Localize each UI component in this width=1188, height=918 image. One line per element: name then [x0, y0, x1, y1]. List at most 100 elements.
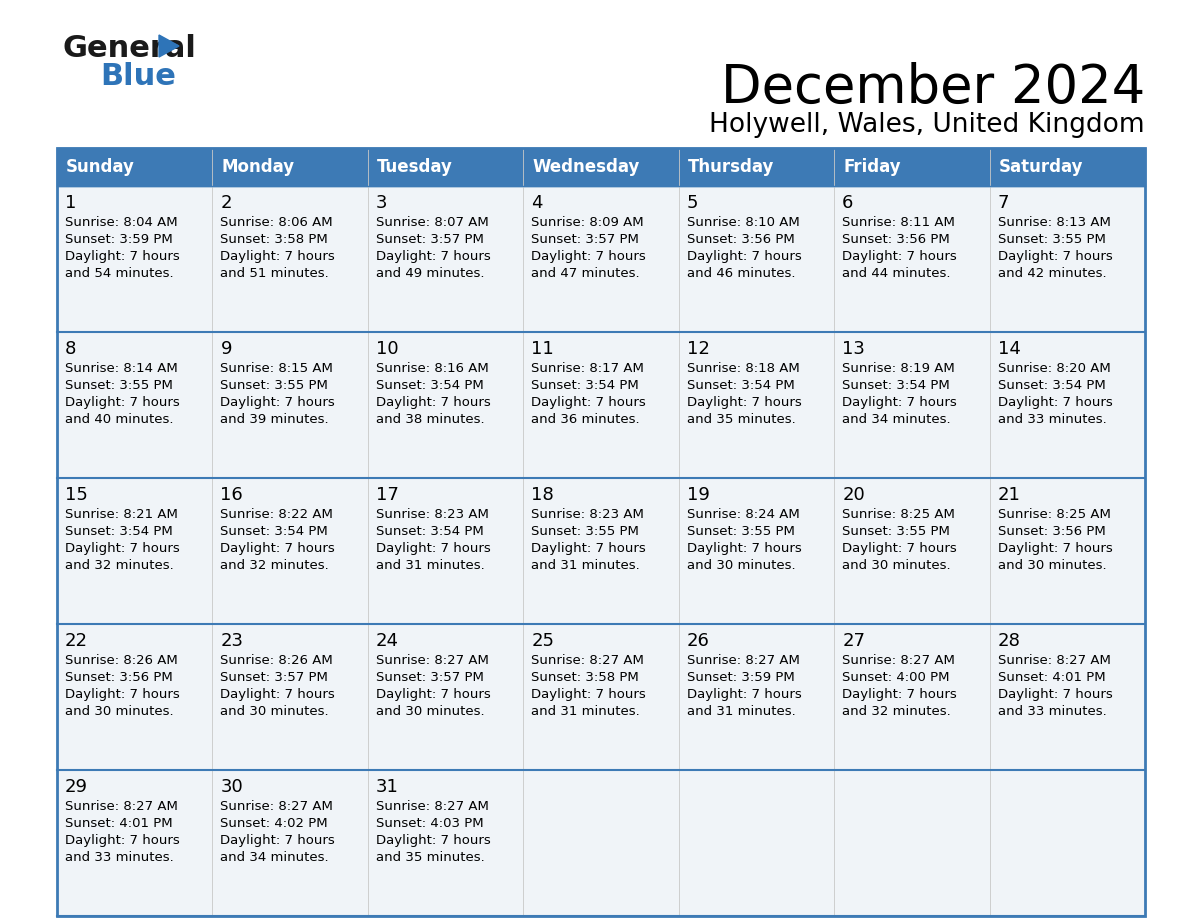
Text: Daylight: 7 hours: Daylight: 7 hours [375, 542, 491, 555]
Bar [368, 332, 523, 478]
Bar [990, 770, 1145, 916]
Bar [57, 770, 213, 916]
Text: Blue: Blue [100, 62, 176, 91]
Text: Sunrise: 8:16 AM: Sunrise: 8:16 AM [375, 362, 488, 375]
Text: Sunrise: 8:27 AM: Sunrise: 8:27 AM [998, 654, 1111, 667]
Text: Sunrise: 8:04 AM: Sunrise: 8:04 AM [65, 216, 178, 229]
Bar [678, 624, 834, 770]
Bar [990, 624, 1145, 770]
Text: General: General [62, 34, 196, 63]
Text: 2: 2 [221, 194, 232, 212]
Bar [368, 478, 523, 624]
Text: Sunset: 3:55 PM: Sunset: 3:55 PM [842, 525, 950, 538]
Text: 18: 18 [531, 486, 554, 504]
Text: Sunrise: 8:26 AM: Sunrise: 8:26 AM [221, 654, 333, 667]
Bar [57, 332, 213, 478]
Text: 19: 19 [687, 486, 709, 504]
Text: Daylight: 7 hours: Daylight: 7 hours [998, 250, 1112, 263]
Text: 4: 4 [531, 194, 543, 212]
Text: Sunset: 3:55 PM: Sunset: 3:55 PM [531, 525, 639, 538]
Bar [678, 332, 834, 478]
Text: Sunset: 3:54 PM: Sunset: 3:54 PM [687, 379, 795, 392]
Text: Sunrise: 8:10 AM: Sunrise: 8:10 AM [687, 216, 800, 229]
Bar [213, 624, 368, 770]
Text: Sunday: Sunday [67, 158, 135, 176]
Bar [368, 186, 523, 332]
Text: Daylight: 7 hours: Daylight: 7 hours [221, 250, 335, 263]
Text: Sunrise: 8:27 AM: Sunrise: 8:27 AM [375, 800, 488, 813]
Text: Holywell, Wales, United Kingdom: Holywell, Wales, United Kingdom [709, 112, 1145, 138]
Text: Sunset: 3:54 PM: Sunset: 3:54 PM [375, 525, 484, 538]
Text: and 31 minutes.: and 31 minutes. [531, 705, 640, 718]
Bar [523, 478, 678, 624]
Text: and 47 minutes.: and 47 minutes. [531, 267, 640, 280]
Text: and 44 minutes.: and 44 minutes. [842, 267, 950, 280]
Text: Sunrise: 8:17 AM: Sunrise: 8:17 AM [531, 362, 644, 375]
Text: and 39 minutes.: and 39 minutes. [221, 413, 329, 426]
Bar [57, 478, 213, 624]
Text: 27: 27 [842, 632, 865, 650]
Text: Daylight: 7 hours: Daylight: 7 hours [531, 250, 646, 263]
Text: Saturday: Saturday [999, 158, 1083, 176]
Bar [834, 186, 990, 332]
Text: Sunrise: 8:27 AM: Sunrise: 8:27 AM [375, 654, 488, 667]
Text: Sunset: 3:54 PM: Sunset: 3:54 PM [375, 379, 484, 392]
Text: Sunrise: 8:13 AM: Sunrise: 8:13 AM [998, 216, 1111, 229]
Text: Sunset: 4:02 PM: Sunset: 4:02 PM [221, 817, 328, 830]
Text: 1: 1 [65, 194, 76, 212]
Text: Daylight: 7 hours: Daylight: 7 hours [842, 688, 956, 701]
Bar [834, 770, 990, 916]
Bar [213, 186, 368, 332]
Text: Daylight: 7 hours: Daylight: 7 hours [998, 396, 1112, 409]
Text: and 32 minutes.: and 32 minutes. [221, 559, 329, 572]
Text: Daylight: 7 hours: Daylight: 7 hours [842, 542, 956, 555]
Text: Daylight: 7 hours: Daylight: 7 hours [221, 688, 335, 701]
Bar [678, 186, 834, 332]
Text: 28: 28 [998, 632, 1020, 650]
Bar [368, 624, 523, 770]
Text: Sunset: 3:54 PM: Sunset: 3:54 PM [65, 525, 172, 538]
Text: Sunset: 3:55 PM: Sunset: 3:55 PM [687, 525, 795, 538]
Text: and 51 minutes.: and 51 minutes. [221, 267, 329, 280]
Text: Daylight: 7 hours: Daylight: 7 hours [842, 396, 956, 409]
Bar [523, 332, 678, 478]
Bar [523, 770, 678, 916]
Text: 7: 7 [998, 194, 1009, 212]
Text: Daylight: 7 hours: Daylight: 7 hours [998, 688, 1112, 701]
Text: and 49 minutes.: and 49 minutes. [375, 267, 485, 280]
Text: Daylight: 7 hours: Daylight: 7 hours [842, 250, 956, 263]
Text: Sunrise: 8:19 AM: Sunrise: 8:19 AM [842, 362, 955, 375]
Text: December 2024: December 2024 [721, 62, 1145, 114]
Text: Sunset: 3:54 PM: Sunset: 3:54 PM [531, 379, 639, 392]
Text: Sunrise: 8:21 AM: Sunrise: 8:21 AM [65, 508, 178, 521]
Text: 10: 10 [375, 340, 398, 358]
Text: Sunset: 3:55 PM: Sunset: 3:55 PM [65, 379, 173, 392]
Text: Sunrise: 8:24 AM: Sunrise: 8:24 AM [687, 508, 800, 521]
Text: Sunrise: 8:27 AM: Sunrise: 8:27 AM [221, 800, 334, 813]
Text: Wednesday: Wednesday [532, 158, 639, 176]
Text: Sunset: 4:00 PM: Sunset: 4:00 PM [842, 671, 949, 684]
Text: Sunrise: 8:25 AM: Sunrise: 8:25 AM [842, 508, 955, 521]
Text: Sunrise: 8:23 AM: Sunrise: 8:23 AM [531, 508, 644, 521]
Text: and 30 minutes.: and 30 minutes. [842, 559, 950, 572]
Text: and 33 minutes.: and 33 minutes. [65, 851, 173, 864]
Text: Sunset: 3:56 PM: Sunset: 3:56 PM [998, 525, 1105, 538]
Text: Sunrise: 8:18 AM: Sunrise: 8:18 AM [687, 362, 800, 375]
Text: 24: 24 [375, 632, 399, 650]
Text: and 30 minutes.: and 30 minutes. [687, 559, 795, 572]
Text: Daylight: 7 hours: Daylight: 7 hours [687, 688, 802, 701]
Text: and 33 minutes.: and 33 minutes. [998, 413, 1106, 426]
Text: and 35 minutes.: and 35 minutes. [375, 851, 485, 864]
Text: Sunrise: 8:14 AM: Sunrise: 8:14 AM [65, 362, 178, 375]
Text: 16: 16 [221, 486, 244, 504]
Text: Sunset: 4:03 PM: Sunset: 4:03 PM [375, 817, 484, 830]
Text: Daylight: 7 hours: Daylight: 7 hours [375, 250, 491, 263]
Text: Sunrise: 8:20 AM: Sunrise: 8:20 AM [998, 362, 1111, 375]
Text: Sunset: 3:58 PM: Sunset: 3:58 PM [531, 671, 639, 684]
Text: Sunset: 3:57 PM: Sunset: 3:57 PM [221, 671, 328, 684]
Text: Sunrise: 8:09 AM: Sunrise: 8:09 AM [531, 216, 644, 229]
Text: and 30 minutes.: and 30 minutes. [221, 705, 329, 718]
Text: 6: 6 [842, 194, 853, 212]
Text: and 31 minutes.: and 31 minutes. [687, 705, 796, 718]
Text: Daylight: 7 hours: Daylight: 7 hours [65, 834, 179, 847]
